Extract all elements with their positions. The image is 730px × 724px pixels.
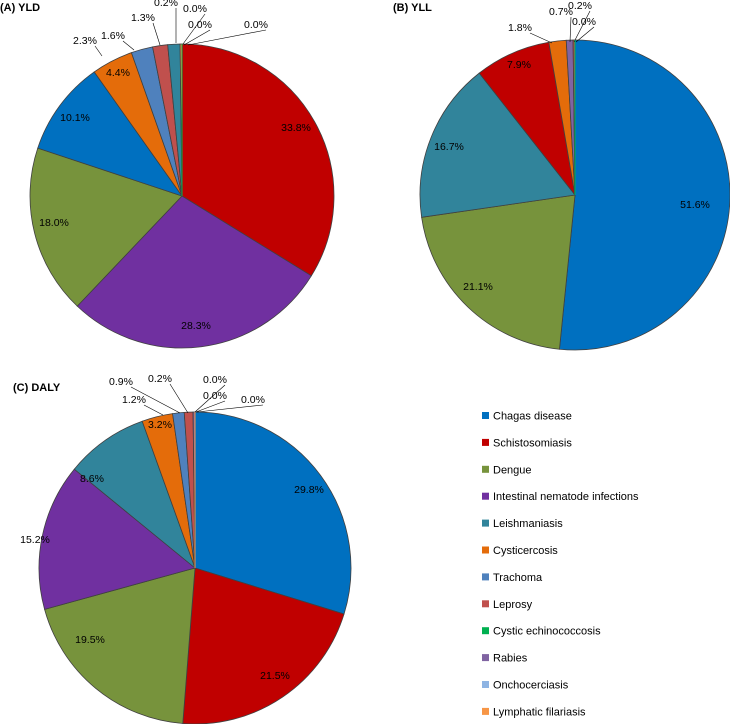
data-label-onchocerciasis: 0.0% (203, 390, 227, 402)
leader-line-leishmaniasis (152, 22, 161, 46)
data-label-dengue: 19.5% (75, 634, 105, 646)
data-label-intestinal-nematode-infections: 15.2% (20, 534, 50, 546)
pie-slice-chagas-disease (559, 39, 730, 351)
data-label-lymphatic-filariasis: 0.2% (154, 0, 178, 9)
data-label-leishmaniasis: 1.3% (131, 12, 155, 24)
legend-swatch-cystic-echinococcosis (482, 627, 489, 635)
leader-line-leprosy (130, 386, 181, 414)
data-label-schistosomiasis: 7.9% (507, 59, 531, 71)
legend-label-lymphatic-filariasis: Lymphatic filariasis (493, 706, 586, 718)
leader-line-cystic-echinococcosis (194, 384, 226, 413)
data-label-intestinal-nematode-infections: 28.3% (181, 320, 211, 332)
legend-label-intestinal-nematode-infections: Intestinal nematode infections (493, 491, 639, 503)
legend: Chagas disease Schistosomiasis Dengue Intes… (482, 411, 639, 718)
leader-line-onchocerciasis (182, 13, 206, 45)
data-label-rabies: 0.2% (148, 373, 172, 385)
data-label-dengue: 18.0% (39, 217, 69, 229)
leader-line-lymphatic-filariasis (196, 404, 264, 413)
data-label-dengue: 21.1% (463, 281, 493, 293)
pie-slice-chagas-disease (194, 411, 352, 615)
legend-swatch-leprosy (482, 600, 489, 608)
data-label-lymphatic-filariasis: 0.0% (241, 394, 265, 406)
legend-swatch-intestinal-nematode-infections (482, 492, 489, 500)
pie-slice-schistosomiasis (181, 43, 335, 277)
data-label-leprosy: 0.2% (568, 0, 592, 12)
legend-swatch-cysticercosis (482, 546, 489, 554)
leader-line-cystic-echinococcosis (187, 29, 267, 46)
pie-slice-dengue (421, 194, 576, 350)
legend-swatch-trachoma (482, 573, 489, 581)
pie-slice-dengue (29, 147, 183, 307)
data-label-trachoma: 2.3% (73, 35, 97, 47)
legend-label-cysticercosis: Cysticercosis (493, 545, 558, 557)
pie-slice-chagas-disease (37, 71, 184, 197)
data-label-cystic-echinococcosis: 0.0% (244, 19, 268, 31)
leader-line-cystic-echinococcosis (575, 26, 595, 43)
chart-title: (B) YLL (393, 2, 432, 14)
legend-label-leprosy: Leprosy (493, 599, 533, 611)
chart-title: (C) DALY (13, 382, 61, 394)
data-label-schistosomiasis: 33.8% (281, 122, 311, 134)
legend-label-dengue: Dengue (493, 464, 532, 476)
legend-label-schistosomiasis: Schistosomiasis (493, 437, 572, 449)
pie-slice-intestinal-nematode-infections (38, 468, 196, 610)
legend-swatch-rabies (482, 654, 489, 662)
data-label-chagas-disease: 51.6% (680, 199, 710, 211)
legend-label-chagas-disease: Chagas disease (493, 411, 572, 423)
pie-slice-dengue (44, 567, 196, 724)
data-label-chagas-disease: 29.8% (294, 484, 324, 496)
leader-line-trachoma (94, 45, 103, 57)
data-label-onchocerciasis: 0.0% (183, 3, 207, 15)
data-label-cysticercosis: 1.8% (508, 22, 532, 34)
data-label-cystic-echinococcosis: 0.0% (203, 374, 227, 386)
data-label-chagas-disease: 10.1% (60, 112, 90, 124)
leader-line-leprosy (122, 40, 135, 51)
legend-label-trachoma: Trachoma (493, 572, 543, 584)
pie-chart-a-yld: (A) YLD 33.8% 28.3% 18.0% 10.1% 4.4% 2.3% 1.6% 1… (0, 0, 335, 349)
legend-swatch-chagas-disease (482, 412, 489, 419)
pie-chart-b-yll: (B) YLL 51.6% 21.1% 16.7% 7.9% 1.8% 0.7%0.2% 0.… (393, 0, 730, 351)
legend-label-cystic-echinococcosis: Cystic echinococcosis (493, 626, 601, 638)
data-label-leprosy: 1.6% (101, 30, 125, 42)
legend-swatch-schistosomiasis (482, 438, 489, 446)
legend-swatch-leishmaniasis (482, 519, 489, 527)
data-label-cysticercosis: 3.2% (148, 419, 172, 431)
data-label-trachoma: 1.2% (122, 394, 146, 406)
pie-slice-leishmaniasis (73, 420, 196, 570)
data-label-rabies: 0.7% (549, 6, 573, 18)
leader-line-trachoma (143, 404, 164, 416)
leader-line-onchocerciasis (195, 400, 226, 413)
pie-slice-intestinal-nematode-infections (76, 195, 312, 349)
data-label-leishmaniasis: 8.6% (80, 473, 104, 485)
legend-swatch-lymphatic-filariasis (482, 707, 489, 715)
legend-label-rabies: Rabies (493, 653, 528, 665)
legend-label-leishmaniasis: Leishmaniasis (493, 518, 563, 530)
data-label-schistosomiasis: 21.5% (260, 670, 290, 682)
leader-line-rabies (169, 383, 189, 414)
legend-label-onchocerciasis: Onchocerciasis (493, 680, 569, 692)
pie-chart-c-daly: (C) DALY 29.8% 21.5% 19.5% 15.2% 8.6% 3.2% 1.2%… (13, 373, 352, 724)
leader-line-leprosy (573, 10, 591, 43)
data-label-cystic-echinococcosis: 0.0% (572, 16, 596, 28)
leader-line-rabies (183, 29, 211, 46)
data-label-leprosy: 0.9% (109, 376, 133, 388)
data-label-rabies: 0.0% (188, 19, 212, 31)
data-label-cysticercosis: 4.4% (106, 67, 130, 79)
pie-slice-leishmaniasis (419, 72, 576, 218)
leader-line-rabies (569, 16, 572, 43)
data-label-leishmaniasis: 16.7% (434, 141, 464, 153)
legend-swatch-onchocerciasis (482, 681, 489, 688)
chart-title: (A) YLD (0, 2, 40, 14)
legend-swatch-dengue (482, 465, 489, 473)
leader-line-cysticercosis (529, 32, 553, 44)
